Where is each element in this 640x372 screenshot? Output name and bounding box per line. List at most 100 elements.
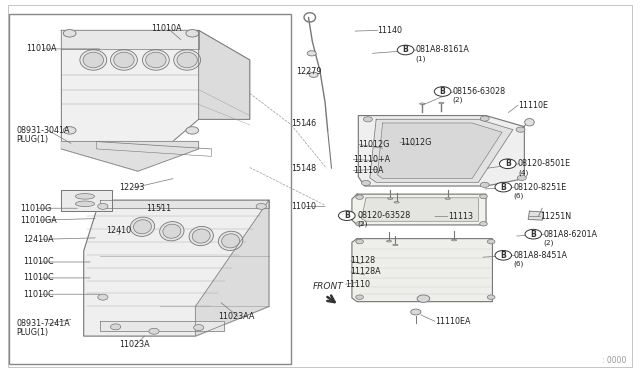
Circle shape	[339, 211, 355, 221]
Polygon shape	[84, 200, 269, 336]
Circle shape	[307, 51, 316, 56]
Text: 11012G: 11012G	[358, 140, 390, 149]
Circle shape	[495, 250, 511, 260]
Text: 08931-3041A: 08931-3041A	[17, 126, 70, 135]
Polygon shape	[100, 200, 269, 208]
Circle shape	[111, 324, 121, 330]
Text: 081A8-6201A: 081A8-6201A	[543, 230, 598, 239]
Ellipse shape	[452, 239, 457, 241]
Text: FRONT: FRONT	[312, 282, 343, 291]
Circle shape	[98, 294, 108, 300]
Circle shape	[525, 230, 541, 239]
Bar	[9, 14, 291, 364]
Circle shape	[63, 30, 76, 37]
Ellipse shape	[76, 201, 95, 206]
Ellipse shape	[445, 198, 451, 199]
Ellipse shape	[387, 240, 392, 242]
Text: (6): (6)	[513, 260, 524, 267]
Text: (2): (2)	[453, 97, 463, 103]
Text: 08120-8501E: 08120-8501E	[518, 159, 571, 168]
Circle shape	[356, 295, 364, 299]
Circle shape	[479, 222, 487, 226]
Ellipse shape	[83, 52, 104, 68]
Polygon shape	[100, 321, 224, 331]
Text: B: B	[500, 251, 506, 260]
Ellipse shape	[177, 52, 197, 68]
Text: 11010G: 11010G	[20, 204, 51, 213]
Polygon shape	[352, 238, 492, 302]
Circle shape	[362, 180, 371, 186]
Text: 11511: 11511	[147, 205, 172, 214]
Polygon shape	[61, 141, 198, 171]
Ellipse shape	[189, 227, 213, 246]
Text: PLUG(1): PLUG(1)	[17, 328, 49, 337]
Text: 11110+A: 11110+A	[353, 155, 390, 164]
Circle shape	[309, 72, 318, 77]
Circle shape	[364, 117, 372, 122]
Text: B: B	[531, 230, 536, 239]
Text: 08156-63028: 08156-63028	[453, 87, 506, 96]
Text: B: B	[500, 183, 506, 192]
Circle shape	[397, 45, 414, 55]
Polygon shape	[198, 31, 250, 119]
Ellipse shape	[163, 224, 181, 238]
Text: 11110E: 11110E	[518, 101, 548, 110]
Text: (2): (2)	[357, 221, 367, 227]
Circle shape	[517, 175, 526, 180]
Circle shape	[356, 239, 364, 244]
Ellipse shape	[394, 202, 399, 203]
Ellipse shape	[134, 220, 152, 234]
Text: 11128A: 11128A	[351, 267, 381, 276]
Text: 11023A: 11023A	[119, 340, 150, 349]
Ellipse shape	[111, 50, 138, 70]
Polygon shape	[370, 119, 513, 182]
Text: B: B	[344, 211, 349, 220]
Circle shape	[495, 182, 511, 192]
Text: B: B	[505, 159, 511, 168]
Circle shape	[516, 127, 525, 132]
Ellipse shape	[114, 52, 134, 68]
Circle shape	[435, 87, 451, 96]
Text: 11010C: 11010C	[23, 290, 54, 299]
Text: 11010C: 11010C	[23, 273, 54, 282]
Circle shape	[480, 182, 489, 187]
Circle shape	[356, 195, 364, 199]
Text: 081A8-8451A: 081A8-8451A	[513, 251, 568, 260]
Ellipse shape	[173, 50, 200, 70]
Text: 12293: 12293	[119, 183, 144, 192]
Text: 11012G: 11012G	[400, 138, 431, 147]
Ellipse shape	[80, 50, 107, 70]
Text: 12410: 12410	[106, 226, 131, 235]
Polygon shape	[61, 190, 113, 211]
Circle shape	[356, 222, 364, 226]
Ellipse shape	[525, 119, 534, 126]
Text: 12279: 12279	[296, 67, 321, 76]
Text: 11110EA: 11110EA	[435, 317, 470, 326]
Circle shape	[499, 159, 516, 169]
Text: 15148: 15148	[291, 164, 316, 173]
Text: 11110A: 11110A	[353, 166, 384, 175]
Circle shape	[149, 328, 159, 334]
Text: PLUG(1): PLUG(1)	[17, 135, 49, 144]
Polygon shape	[61, 31, 198, 49]
Polygon shape	[378, 123, 502, 179]
Text: B: B	[440, 87, 445, 96]
Text: (4): (4)	[518, 169, 529, 176]
Text: 08120-63528: 08120-63528	[357, 211, 410, 220]
Text: 15146: 15146	[291, 119, 316, 128]
Text: (6): (6)	[513, 192, 524, 199]
Text: 11110: 11110	[346, 280, 371, 289]
Text: 12410A: 12410A	[23, 235, 54, 244]
Ellipse shape	[146, 52, 166, 68]
Polygon shape	[61, 31, 250, 171]
Ellipse shape	[76, 193, 95, 199]
Text: 11023AA: 11023AA	[218, 312, 254, 321]
Circle shape	[411, 309, 421, 315]
Text: 081A8-8161A: 081A8-8161A	[416, 45, 470, 54]
Text: 11251N: 11251N	[540, 212, 572, 221]
Circle shape	[186, 30, 198, 37]
Polygon shape	[195, 200, 269, 336]
Text: 11128: 11128	[351, 256, 376, 265]
Circle shape	[186, 127, 198, 134]
Circle shape	[63, 127, 76, 134]
